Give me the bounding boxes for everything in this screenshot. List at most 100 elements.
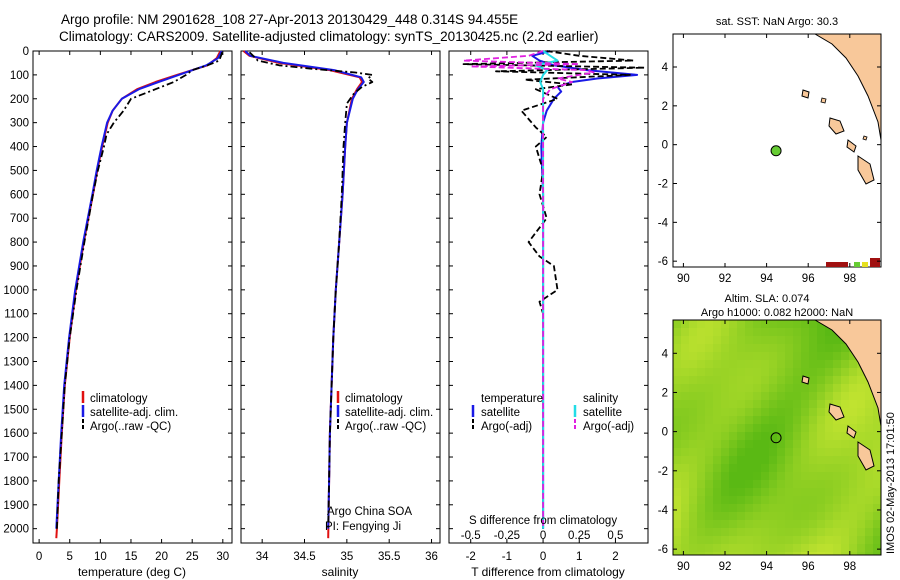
sla-cell [833, 536, 842, 545]
sla-cell [849, 368, 858, 377]
sla-cell [769, 336, 778, 345]
sla-cell [865, 384, 874, 393]
sla-cell [761, 328, 770, 337]
sla-cell [801, 496, 810, 505]
sla-cell [769, 440, 778, 449]
sla-cell [737, 440, 746, 449]
figure-title-line1: Argo profile: NM 2901628_108 27-Apr-2013… [61, 12, 518, 27]
sla-cell [753, 448, 762, 457]
sla-cell [873, 464, 881, 473]
sla-cell [769, 328, 778, 337]
sla-cell [729, 424, 738, 433]
sla-cell [849, 416, 858, 425]
sla-cell [865, 496, 874, 505]
sla-cell [689, 472, 698, 481]
sst-data-bar [862, 262, 868, 267]
series-line-satellite-adj-clim- [55, 50, 223, 529]
sla-cell [673, 536, 682, 545]
sla-cell [817, 376, 826, 385]
sla-cell [777, 344, 786, 353]
sla-cell [713, 352, 722, 361]
sla-cell [721, 416, 730, 425]
sla-cell [697, 440, 706, 449]
sla-cell [817, 408, 826, 417]
sla-cell [745, 320, 754, 329]
sla-cell [689, 376, 698, 385]
sla-cell [721, 336, 730, 345]
sla-cell [849, 552, 858, 555]
sla-cell [801, 520, 810, 529]
sla-cell [809, 392, 818, 401]
sla-cell [745, 352, 754, 361]
sla-cell [849, 464, 858, 473]
sla-cell [801, 480, 810, 489]
sla-cell [769, 368, 778, 377]
sla-cell [713, 552, 722, 555]
sla-cell [865, 400, 874, 409]
sla-cell [833, 432, 842, 441]
sla-cell [785, 496, 794, 505]
sla-cell [761, 400, 770, 409]
sla-cell [849, 360, 858, 369]
sla-cell [793, 384, 802, 393]
sla-cell [753, 472, 762, 481]
sla-cell [673, 456, 682, 465]
x-tick-label: 94 [760, 273, 773, 285]
nias-island [801, 89, 810, 99]
sla-cell [801, 464, 810, 473]
sla-cell [841, 352, 850, 361]
sla-cell [689, 352, 698, 361]
y-tick-label: 300 [10, 118, 29, 130]
sla-cell [849, 496, 858, 505]
sla-cell [753, 408, 762, 417]
sla-cell [817, 392, 826, 401]
sla-cell [825, 384, 834, 393]
sla-cell [721, 456, 730, 465]
sla-cell [737, 400, 746, 409]
sla-cell [753, 528, 762, 537]
sla-cell [809, 552, 818, 555]
sla-cell [729, 496, 738, 505]
legend-label-satellite: satellite-adj. clim. [90, 407, 178, 419]
x-tick-label: 35 [340, 551, 353, 563]
sla-cell [705, 440, 714, 449]
sla-cell [681, 384, 690, 393]
sla-cell [833, 544, 842, 553]
sla-cell [785, 552, 794, 555]
sla-cell [729, 328, 738, 337]
sla-cell [769, 360, 778, 369]
sla-cell [849, 392, 858, 401]
sla-cell [841, 512, 850, 521]
legend-label-climatology: climatology [345, 393, 403, 405]
sla-cell [785, 488, 794, 497]
y-tick-label: 1200 [3, 333, 29, 345]
sla-cell [825, 472, 834, 481]
y-tick-label: 0 [662, 427, 668, 439]
sla-cell [785, 400, 794, 409]
sla-cell [793, 344, 802, 353]
y-tick-label: 4 [662, 62, 669, 74]
salinity-legend: climatology satellite-adj. clim. Argo(..… [336, 391, 433, 433]
sst-data-bar [870, 258, 880, 267]
sla-cell [849, 384, 858, 393]
sla-cell [705, 520, 714, 529]
sla-cell [865, 472, 874, 481]
sla-cell [705, 320, 714, 329]
sla-cell [713, 384, 722, 393]
sla-cell [777, 360, 786, 369]
y-tick-label: 1600 [3, 428, 29, 440]
sla-cell [825, 520, 834, 529]
imos-timestamp: IMOS 02-May-2013 17:01:50 [885, 412, 897, 554]
sla-cell [857, 408, 866, 417]
sla-cell [785, 512, 794, 521]
sla-cell [753, 544, 762, 553]
temperature-legend: climatology satellite-adj. clim. Argo(..… [81, 391, 178, 433]
sla-cell [841, 376, 850, 385]
sla-cell [865, 552, 874, 555]
sla-cell [769, 400, 778, 409]
sla-cell [777, 512, 786, 521]
sla-cell [865, 480, 874, 489]
sla-cell [737, 464, 746, 473]
sla-cell [873, 480, 881, 489]
sla-cell [761, 488, 770, 497]
